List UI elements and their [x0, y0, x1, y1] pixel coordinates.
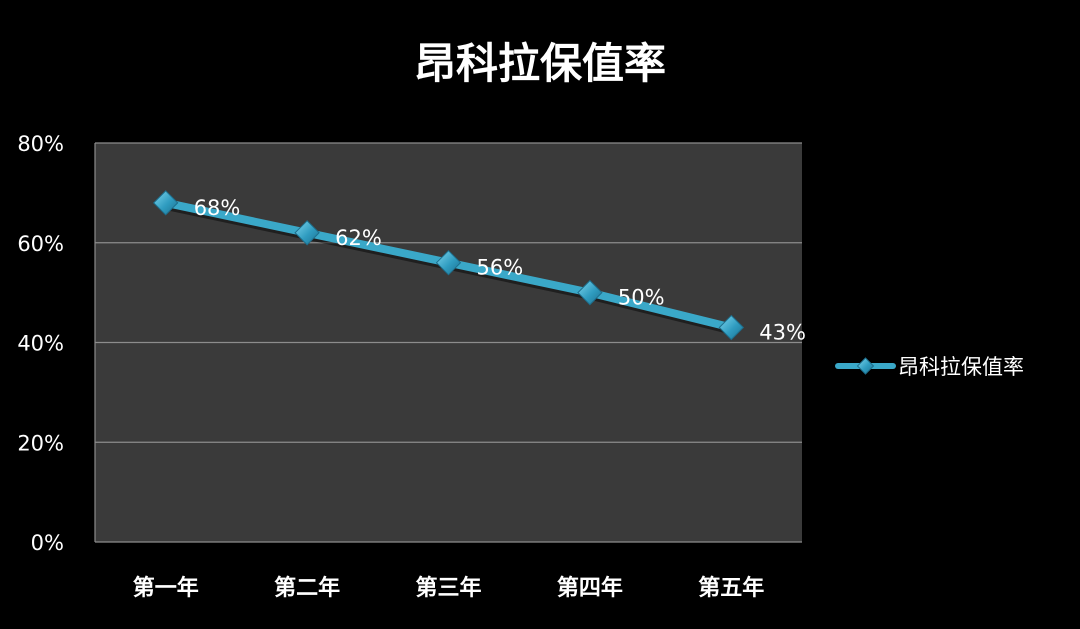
- data-point-marker: [152, 190, 179, 216]
- y-axis-ticks: 0% 20% 40% 60% 80%: [17, 132, 64, 555]
- data-point-marker: [718, 314, 745, 341]
- x-category-label: 第三年: [415, 575, 481, 601]
- data-point-marker: [435, 249, 462, 276]
- y-tick-label: 20%: [17, 431, 64, 455]
- x-category-label: 第二年: [274, 575, 340, 601]
- data-label: 43%: [759, 321, 806, 345]
- y-tick-label: 60%: [17, 232, 64, 256]
- x-category-label: 第一年: [133, 575, 199, 601]
- legend-label: 昂科拉保值率: [898, 355, 1024, 379]
- x-category-label: 第四年: [557, 575, 623, 601]
- data-label: 56%: [477, 256, 524, 280]
- data-label: 50%: [618, 286, 665, 310]
- data-point-marker: [294, 220, 320, 246]
- gridlines: [94, 142, 802, 543]
- series-markers: [152, 190, 745, 341]
- legend: 昂科拉保值率: [835, 355, 1024, 379]
- y-tick-label: 40%: [17, 332, 64, 356]
- data-label: 62%: [335, 226, 382, 250]
- y-tick-label: 0%: [31, 531, 64, 555]
- legend-diamond-marker: [856, 357, 875, 375]
- data-label: 68%: [194, 196, 241, 220]
- y-tick-label: 80%: [17, 132, 64, 156]
- x-category-label: 第五年: [698, 575, 764, 601]
- data-point-marker: [577, 279, 603, 306]
- x-axis-categories: 第一年 第二年 第三年 第四年 第五年: [133, 575, 765, 601]
- chart-title: 昂科拉保值率: [414, 39, 666, 88]
- data-labels: 68% 62% 56% 50% 43%: [194, 196, 806, 345]
